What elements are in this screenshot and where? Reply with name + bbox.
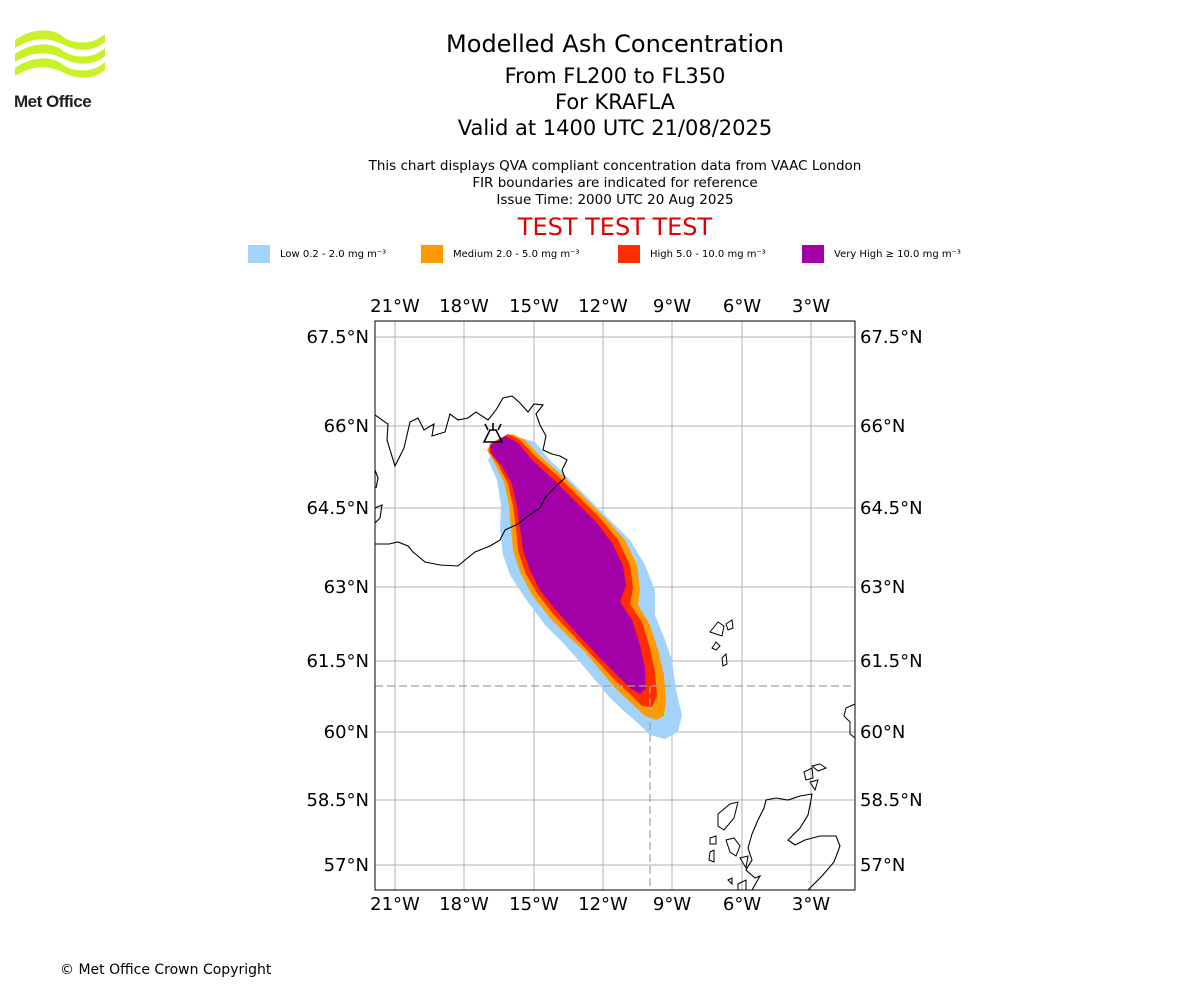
lat-label-right: 66°N: [860, 416, 905, 437]
lon-label-bottom: 15°W: [509, 894, 559, 915]
faroe-islands: [709, 619, 734, 667]
lon-label-bottom: 18°W: [439, 894, 489, 915]
lon-label-bottom: 12°W: [578, 894, 628, 915]
map-frame: [374, 320, 856, 891]
graticule: [375, 321, 855, 890]
lat-label-left: 61.5°N: [306, 651, 369, 672]
copyright-notice: © Met Office Crown Copyright: [60, 962, 272, 978]
valid-time: Valid at 1400 UTC 21/08/2025: [457, 116, 773, 140]
issue-time: Issue Time: 2000 UTC 20 Aug 2025: [496, 192, 734, 208]
lon-label-top: 6°W: [723, 296, 761, 317]
fir-note: FIR boundaries are indicated for referen…: [472, 175, 758, 191]
lat-label-right: 67.5°N: [860, 327, 923, 348]
lat-label-left: 66°N: [324, 416, 369, 437]
legend-item-low: Low 0.2 - 2.0 mg m⁻³: [248, 244, 386, 264]
lon-label-top: 12°W: [578, 296, 628, 317]
lat-label-left: 58.5°N: [306, 790, 369, 811]
lon-label-bottom: 6°W: [723, 894, 761, 915]
fir-boundary: [375, 685, 855, 890]
lon-label-bottom: 3°W: [792, 894, 830, 915]
test-watermark: TEST TEST TEST: [517, 213, 713, 241]
legend-item-very-high: Very High ≥ 10.0 mg m⁻³: [802, 244, 961, 264]
legend-item-high: High 5.0 - 10.0 mg m⁻³: [618, 244, 766, 264]
volcano-icon: [482, 423, 504, 443]
legend-label-medium: Medium 2.0 - 5.0 mg m⁻³: [453, 248, 580, 260]
shetland-coast: [843, 703, 855, 739]
legend-item-medium: Medium 2.0 - 5.0 mg m⁻³: [421, 244, 579, 264]
lat-label-right: 60°N: [860, 722, 905, 743]
lon-label-top: 18°W: [439, 296, 489, 317]
lon-label-bottom: 21°W: [370, 894, 420, 915]
lat-label-left: 57°N: [324, 855, 369, 876]
logo-text: Met Office: [14, 92, 92, 111]
lat-label-right: 58.5°N: [860, 790, 923, 811]
legend-label-low: Low 0.2 - 2.0 mg m⁻³: [280, 248, 387, 260]
legend-swatch-very-high: [802, 245, 824, 263]
legend-label-high: High 5.0 - 10.0 mg m⁻³: [650, 248, 766, 260]
lon-label-top: 15°W: [509, 296, 559, 317]
lon-label-bottom: 9°W: [653, 894, 691, 915]
chart-title: Modelled Ash Concentration: [446, 30, 784, 58]
lon-label-top: 21°W: [370, 296, 420, 317]
scotland-coastline: [745, 793, 855, 890]
legend-swatch-low: [248, 245, 270, 263]
volcano-name: For KRAFLA: [555, 90, 675, 114]
iceland-coastline: [375, 395, 568, 567]
lat-label-left: 67.5°N: [306, 327, 369, 348]
lat-label-right: 64.5°N: [860, 498, 923, 519]
legend-swatch-medium: [421, 245, 443, 263]
legend-label-very-high: Very High ≥ 10.0 mg m⁻³: [834, 248, 961, 260]
lat-label-left: 60°N: [324, 722, 369, 743]
orkney-islands: [803, 763, 828, 792]
westfjords-coast: [375, 469, 383, 524]
met-office-logo-icon: [15, 30, 105, 78]
qva-note: This chart displays QVA compliant concen…: [368, 158, 862, 174]
lat-label-right: 63°N: [860, 577, 905, 598]
lat-label-right: 61.5°N: [860, 651, 923, 672]
lon-label-top: 3°W: [792, 296, 830, 317]
lat-label-left: 63°N: [324, 577, 369, 598]
flight-level-range: From FL200 to FL350: [504, 64, 726, 88]
legend-swatch-high: [618, 245, 640, 263]
lat-label-left: 64.5°N: [306, 498, 369, 519]
hebrides-islands: [708, 801, 749, 890]
ash-very-high-contour: [490, 436, 646, 694]
lon-label-top: 9°W: [653, 296, 691, 317]
lat-label-right: 57°N: [860, 855, 905, 876]
